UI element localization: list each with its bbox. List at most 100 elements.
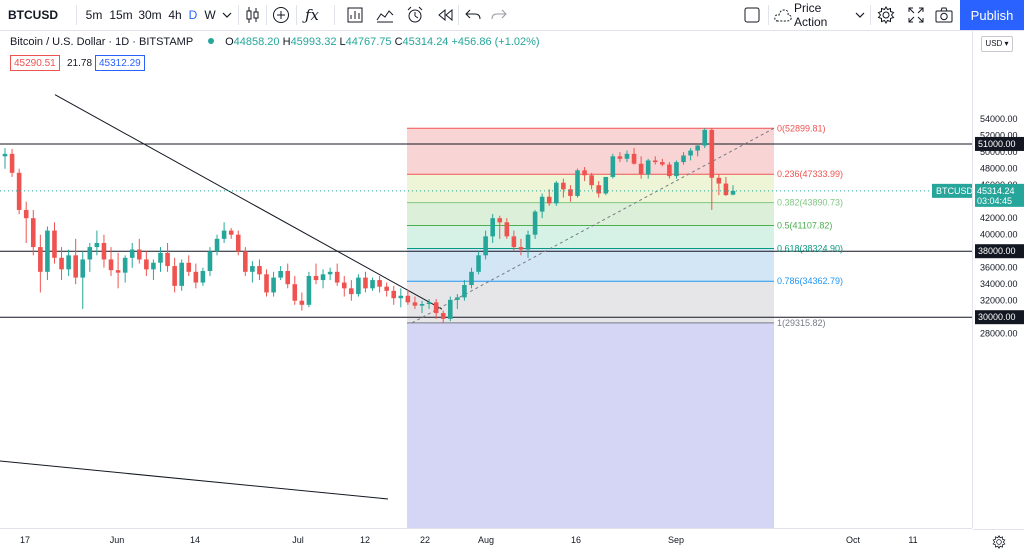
candle	[391, 285, 397, 305]
candle-body	[327, 271, 333, 275]
publish-button[interactable]: Publish	[960, 0, 1024, 30]
candle-body	[412, 302, 418, 306]
buy-price-button[interactable]: 45312.29	[95, 55, 145, 71]
candle	[497, 215, 503, 239]
candle	[228, 228, 234, 239]
candle-body	[504, 222, 510, 237]
candle-body	[250, 266, 255, 272]
candle	[603, 176, 609, 196]
replay-icon[interactable]	[434, 0, 456, 30]
candle-body	[80, 259, 86, 278]
candle	[377, 275, 382, 293]
candle	[617, 152, 623, 163]
axis-settings-gear-icon[interactable]	[973, 529, 1024, 553]
candle	[447, 296, 453, 322]
candle-body	[539, 196, 545, 212]
candle	[172, 257, 177, 293]
candle-body	[582, 170, 587, 176]
candle	[221, 222, 227, 243]
candle-body	[151, 262, 156, 270]
ohlc-close-value: 45314.24	[402, 36, 449, 48]
ohlc-open-value: 44858.20	[233, 36, 280, 48]
hline-price-tag	[975, 244, 1024, 259]
interval-30m-button[interactable]: 30m	[138, 8, 162, 22]
camera-icon[interactable]	[932, 0, 956, 30]
interval-4h-button[interactable]: 4h	[168, 8, 182, 22]
candle-body	[688, 150, 693, 156]
candle-body	[398, 295, 404, 299]
candle-body	[589, 175, 594, 186]
fullscreen-icon[interactable]	[904, 0, 928, 30]
time-tick-label: 14	[190, 535, 200, 545]
candle	[243, 247, 248, 276]
fib-zone	[407, 322, 774, 528]
chevron-down-icon[interactable]	[854, 0, 866, 30]
price-tick-label: 48000.00	[980, 164, 1018, 174]
candle-body	[341, 282, 347, 289]
candle	[652, 156, 658, 165]
candle	[702, 128, 708, 149]
undo-icon[interactable]	[462, 0, 484, 30]
compare-add-icon[interactable]	[270, 0, 292, 30]
interval-15m-button[interactable]: 15m	[109, 8, 133, 22]
indicators-fx-icon[interactable]: ƒx	[304, 6, 319, 24]
candle	[45, 226, 50, 281]
candle	[610, 153, 616, 179]
alert-chart-icon[interactable]	[374, 0, 396, 30]
chart-pane[interactable]: 0(52899.81) 0.236(47333.99) 0.382(43890.73…	[0, 31, 972, 528]
legend-title[interactable]: Bitcoin / U.S. Dollar · 1D · BITSTAMP	[10, 36, 193, 48]
toolbar-divider	[768, 5, 769, 25]
candle	[66, 249, 71, 276]
fib-retracement[interactable]	[407, 127, 774, 528]
hline-price-tag-label: 30000.00	[978, 312, 1016, 322]
candle-body	[320, 274, 326, 281]
redo-icon[interactable]	[488, 0, 510, 30]
cloud-icon[interactable]	[772, 0, 794, 30]
alarm-clock-icon[interactable]	[404, 0, 426, 30]
candle-body	[186, 262, 192, 272]
candle	[334, 263, 340, 286]
symbol-search-button[interactable]: BTCUSD	[8, 8, 58, 22]
candle-body	[518, 247, 524, 250]
candle	[455, 294, 460, 309]
currency-selector[interactable]: USD ▾	[981, 36, 1013, 52]
candle-body	[575, 170, 580, 196]
templates-icon[interactable]	[344, 0, 366, 30]
time-tick-label: Sep	[668, 535, 684, 545]
ohlc-close-label: C	[394, 36, 403, 48]
candle	[271, 271, 276, 297]
layout-name-label[interactable]: Price Action	[794, 1, 828, 29]
candle	[716, 174, 722, 196]
layout-square-icon[interactable]	[740, 0, 764, 30]
candle-body	[179, 262, 184, 286]
candle	[476, 251, 481, 275]
candle-body	[723, 183, 729, 196]
candle	[419, 300, 425, 314]
candle-body	[363, 277, 368, 289]
candle-body	[490, 218, 495, 237]
gear-icon[interactable]	[874, 0, 898, 30]
price-tick-label: 50000.00	[980, 147, 1018, 157]
sell-price-button[interactable]: 45290.51	[10, 55, 60, 71]
candle	[292, 275, 298, 305]
candle	[575, 168, 580, 198]
candle	[433, 299, 439, 319]
price-chart[interactable]: 0(52899.81) 0.236(47333.99) 0.382(43890.73…	[0, 31, 972, 528]
price-tick-label: 34000.00	[980, 279, 1018, 289]
time-tick-label: 22	[420, 535, 430, 545]
price-tick-label: 42000.00	[980, 213, 1018, 223]
candle	[87, 242, 93, 272]
candle-body	[306, 275, 312, 305]
ohlc-high-value: 45993.32	[290, 36, 337, 48]
interval-5m-button[interactable]: 5m	[85, 8, 103, 22]
candle	[384, 282, 389, 297]
candles-chart-type-icon[interactable]	[242, 0, 264, 30]
time-axis[interactable]: 17 Jun 14 Jul 12 22 Aug 16 Sep Oct 11	[0, 528, 972, 553]
candle	[257, 259, 262, 281]
candle	[9, 148, 15, 177]
interval-w-button[interactable]: W	[204, 8, 216, 22]
time-tick-label: 16	[571, 535, 581, 545]
price-axis[interactable]: USD ▾ 54000.0052000.0050000.0048000.0046…	[972, 31, 1024, 528]
chevron-down-icon[interactable]	[220, 0, 234, 30]
interval-d-button[interactable]: D	[188, 8, 198, 22]
